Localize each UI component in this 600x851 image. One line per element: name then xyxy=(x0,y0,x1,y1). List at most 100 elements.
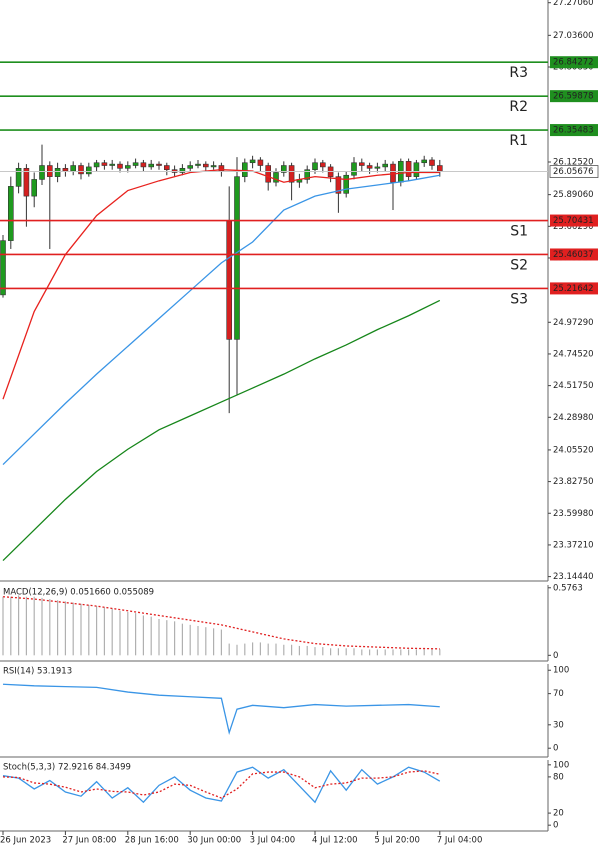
y-tick-label: 24.05520 xyxy=(553,445,594,455)
candle-body xyxy=(335,176,342,194)
candle-body xyxy=(234,176,240,340)
indicator-line xyxy=(2,770,440,799)
y-tick-label: 24.74520 xyxy=(553,349,594,359)
x-tick-label: 4 Jul 12:00 xyxy=(312,836,358,846)
level-box xyxy=(550,282,598,295)
y-tick-label: 24.51750 xyxy=(553,381,594,391)
candle-body xyxy=(421,159,428,164)
indicator-line xyxy=(2,596,440,650)
y-tick-label: 70 xyxy=(553,689,564,699)
level-name: S1 xyxy=(510,224,528,240)
level-box xyxy=(550,56,598,69)
level-value: 26.59878 xyxy=(553,92,594,102)
indicator-line xyxy=(2,299,441,561)
indicator-line xyxy=(2,766,441,804)
y-tick-label: 25.89060 xyxy=(553,190,594,200)
indicator-title: RSI(14) 53.1913 xyxy=(3,667,72,677)
candle-body xyxy=(132,162,139,166)
x-tick-label: 3 Jul 04:00 xyxy=(250,836,296,846)
y-tick-label: 24.97290 xyxy=(553,318,594,328)
x-tick-label: 5 Jul 20:00 xyxy=(374,836,420,846)
y-tick-label: 27.03600 xyxy=(553,31,594,41)
x-tick-label: 28 Jun 16:00 xyxy=(125,836,179,846)
y-tick-label: 26.12520 xyxy=(553,158,594,168)
candle-body xyxy=(374,166,381,169)
candle-body xyxy=(148,163,154,168)
candle-body xyxy=(351,162,357,176)
level-name: R3 xyxy=(509,65,528,81)
indicator-line xyxy=(2,169,440,400)
y-tick-label: 0 xyxy=(553,744,558,754)
candle-body xyxy=(62,167,69,172)
candle-body xyxy=(156,163,162,166)
candle-body xyxy=(288,165,295,183)
level-name: S3 xyxy=(510,291,528,307)
candle-body xyxy=(265,165,272,183)
candle-body xyxy=(358,162,365,166)
candle-body xyxy=(226,220,232,340)
x-tick-label: 27 Jun 08:00 xyxy=(62,836,116,846)
candle-body xyxy=(195,163,201,166)
level-value: 25.70431 xyxy=(553,216,594,226)
level-name: R1 xyxy=(509,133,528,149)
candle-body xyxy=(31,179,38,197)
x-tick-label: 30 Jun 00:00 xyxy=(187,836,241,846)
level-box xyxy=(550,214,598,227)
level-value: 26.84272 xyxy=(553,58,594,68)
y-tick-label: 0 xyxy=(553,651,558,661)
candle-body xyxy=(78,165,84,175)
level-value: 26.35483 xyxy=(553,126,594,136)
candle-body xyxy=(140,162,147,168)
candle-body xyxy=(436,165,443,172)
candle-body xyxy=(93,162,100,168)
candle-body xyxy=(203,163,209,168)
indicator-line xyxy=(2,683,440,736)
level-value: 25.46037 xyxy=(553,250,594,260)
indicator-title: Stoch(5,3,3) 72.9216 84.3499 xyxy=(3,763,131,773)
y-tick-label: 25.66290 xyxy=(553,222,594,232)
level-box xyxy=(550,90,598,103)
candle-body xyxy=(125,165,131,169)
candle-body xyxy=(413,162,420,177)
candle-body xyxy=(70,165,76,172)
level-value: 25.21642 xyxy=(553,284,594,294)
candle-body xyxy=(86,166,92,175)
y-tick-label: 0 xyxy=(553,821,558,831)
candle-body xyxy=(179,167,186,173)
last-price-label: 26.05676 xyxy=(553,167,594,177)
candle-body xyxy=(23,167,30,197)
y-tick-label: 27.27060 xyxy=(553,0,594,8)
y-tick-label: 24.28980 xyxy=(553,413,594,423)
candle-body xyxy=(280,165,287,173)
candle-body xyxy=(117,163,123,169)
y-tick-label: 23.82750 xyxy=(553,477,594,487)
y-tick-label: 20 xyxy=(553,809,564,819)
indicator-title: MACD(12,26,9) 0.051660 0.055089 xyxy=(3,588,154,598)
level-name: R2 xyxy=(509,99,528,115)
y-tick-label: 23.14440 xyxy=(553,572,594,582)
y-tick-label: 100 xyxy=(553,760,569,770)
candle-body xyxy=(319,162,326,168)
candle-body xyxy=(312,162,318,170)
indicator-line xyxy=(2,174,440,466)
level-name: S2 xyxy=(510,257,528,273)
candle-body xyxy=(109,163,115,166)
candle-body xyxy=(366,165,373,169)
candle-body xyxy=(0,240,6,296)
y-tick-label: 23.37210 xyxy=(553,540,594,550)
y-tick-label: 30 xyxy=(553,720,564,730)
last-price-box xyxy=(549,165,599,178)
candle-body xyxy=(242,162,248,177)
y-tick-label: 100 xyxy=(553,666,569,676)
x-tick-label: 26 Jun 2023 xyxy=(0,836,51,846)
candle-body xyxy=(249,159,256,164)
candle-body xyxy=(15,167,22,187)
candle-body xyxy=(164,165,170,170)
candle-body xyxy=(273,172,279,183)
candle-body xyxy=(405,161,412,177)
candle-body xyxy=(101,162,108,166)
candle-body xyxy=(8,186,14,241)
y-tick-label: 0.5763 xyxy=(553,583,583,593)
